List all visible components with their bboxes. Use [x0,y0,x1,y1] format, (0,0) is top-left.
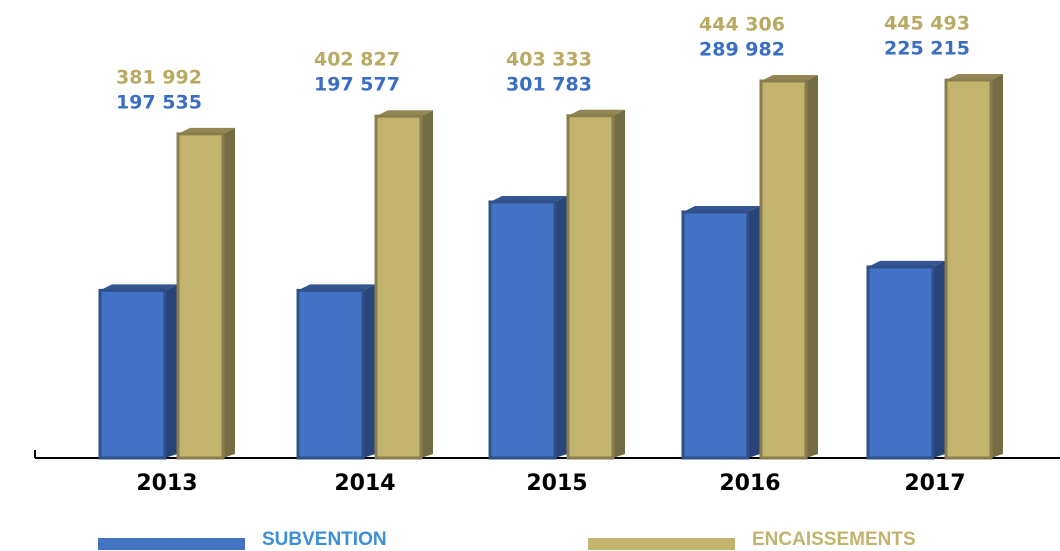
value-label: 289 982 [699,39,785,61]
bar-top [868,260,945,267]
bar [98,288,167,460]
value-label: 402 827 [314,49,400,71]
bar [374,114,423,460]
bar [488,200,557,460]
bar-side [421,110,433,458]
bar [866,265,935,460]
value-label: 197 577 [314,74,400,96]
bar-top [178,127,235,134]
value-label: 445 493 [884,13,970,35]
value-label: 381 992 [116,66,202,88]
bar-top [298,284,375,291]
value-label: 403 333 [506,48,592,70]
bar [944,78,993,460]
bar-side [223,127,235,458]
x-tick-label: 2016 [719,471,780,496]
value-label: 444 306 [699,14,785,36]
x-tick-label: 2013 [136,471,197,496]
bar-side [363,284,375,458]
bar [176,132,225,460]
value-label: 225 215 [884,38,970,60]
bar-side [991,74,1003,458]
bar [566,114,615,460]
legend-swatch [588,538,735,550]
value-label: 301 783 [506,73,592,95]
bar [296,288,365,460]
bar-side [806,75,818,458]
bar-side [748,205,760,458]
x-tick-label: 2014 [334,471,395,496]
bar-side [165,284,177,458]
legend-swatch [98,538,245,550]
value-label: 197 535 [116,91,202,113]
legend-label: ENCAISSEMENTS [752,529,916,550]
legend-label: SUBVENTION [262,529,387,550]
x-tick-label: 2015 [526,471,587,496]
bar-side [933,260,945,458]
x-tick-label: 2017 [904,471,965,496]
bar-side [555,195,567,458]
bar-top [568,109,625,116]
bar [681,210,750,460]
bar [759,79,808,460]
bar-side [613,109,625,459]
